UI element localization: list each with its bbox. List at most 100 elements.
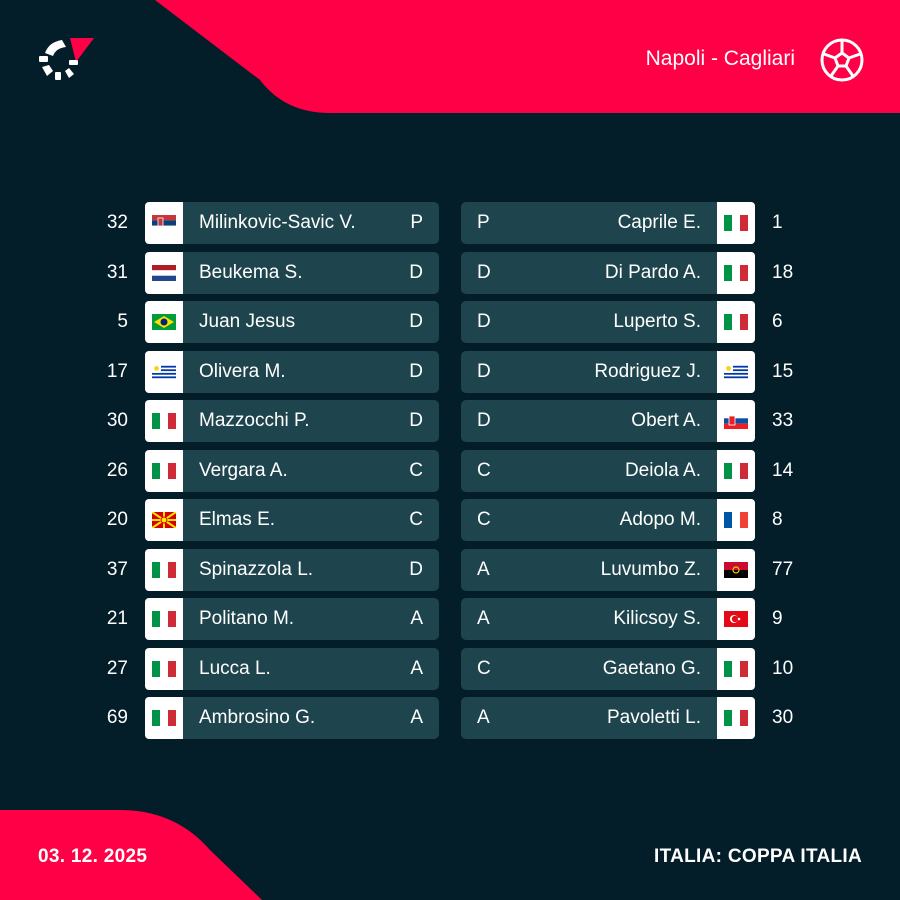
player-box: Juan Jesus D [183,301,439,343]
player-position: P [410,212,423,233]
flag-serbia-icon [152,215,176,231]
shirt-number: 33 [772,410,794,431]
shirt-number: 26 [106,459,128,481]
player-position: D [477,410,491,431]
player-position: A [410,707,423,728]
player-name: Spinazzola L. [199,558,314,580]
player-box: D Di Pardo A. [461,251,717,294]
shirt-number: 77 [772,558,794,580]
shirt-number: 10 [772,657,794,679]
player-position: D [477,261,491,283]
home-player-row[interactable]: 20 Elmas E. C [0,499,900,541]
flag-italy-icon [724,264,748,281]
flag-box [717,548,755,591]
flag-box [717,202,755,244]
flag-box [145,350,183,393]
home-player-row[interactable]: 27 Lucca L. A [0,647,900,690]
away-player-row[interactable]: 10 C Gaetano G. [0,647,900,690]
home-player-row[interactable]: 31 Beukema S. D [0,251,900,294]
player-box: Beukema S. D [183,251,439,294]
player-position: D [409,261,423,283]
player-name: Adopo M. [619,509,701,530]
flag-italy-icon [724,215,748,231]
away-player-row[interactable]: 6 D Luperto S. [0,301,900,343]
shirt-number: 15 [772,360,794,382]
flag-italy-icon [152,561,176,578]
player-name: Milinkovic-Savic V. [199,212,356,233]
shirt-number: 30 [772,707,794,728]
player-name: Olivera M. [199,360,286,382]
flag-uruguay-icon [724,363,748,380]
away-player-row[interactable]: 9 A Kilicsoy S. [0,598,900,640]
player-box: D Rodriguez J. [461,350,717,393]
player-name: Elmas E. [199,509,276,530]
flag-italy-icon [724,314,748,330]
away-player-row[interactable]: 8 C Adopo M. [0,499,900,541]
flag-box [145,647,183,690]
away-player-row[interactable]: 14 C Deiola A. [0,449,900,492]
flag-box [145,251,183,294]
home-player-row[interactable]: 5 Juan Jesus D [0,301,900,343]
footer-accent [0,810,262,900]
flag-box [145,697,183,739]
home-player-row[interactable]: 37 Spinazzola L. D [0,548,900,591]
home-player-row[interactable]: 30 Mazzocchi P. D [0,400,900,442]
player-name: Beukema S. [199,261,303,283]
player-name: Mazzocchi P. [199,410,310,431]
away-player-row[interactable]: 15 D Rodriguez J. [0,350,900,393]
player-position: D [477,360,491,382]
player-name: Pavoletti L. [607,707,701,728]
away-player-row[interactable]: 33 D Obert A. [0,400,900,442]
home-player-row[interactable]: 17 Olivera M. D [0,350,900,393]
away-player-row[interactable]: 77 A Luvumbo Z. [0,548,900,591]
player-box: P Caprile E. [461,202,717,244]
header-banner [155,0,900,113]
flag-italy-icon [724,462,748,479]
flag-italy-icon [724,660,748,677]
flag-netherlands-icon [152,264,176,281]
home-player-row[interactable]: 69 Ambrosino G. A [0,697,900,739]
shirt-number: 20 [106,509,128,530]
shirt-number: 8 [772,509,783,530]
home-player-row[interactable]: 32 Milinkovic-Savic V. P [0,202,900,244]
competition-name: ITALIA: COPPA ITALIA [654,846,862,867]
player-position: D [409,360,423,382]
player-name: Luperto S. [613,311,701,332]
flag-france-icon [724,512,748,528]
player-position: A [410,657,423,679]
away-player-row[interactable]: 18 D Di Pardo A. [0,251,900,294]
player-box: Ambrosino G. A [183,697,439,739]
flag-box [717,251,755,294]
player-position: D [477,311,491,332]
player-position: C [477,509,491,530]
flag-italy-icon [152,413,176,429]
shirt-number: 32 [106,212,128,233]
away-player-row[interactable]: 1 P Caprile E. [0,202,900,244]
flag-box [145,301,183,343]
logo-icon [39,38,94,80]
away-player-row[interactable]: 30 A Pavoletti L. [0,697,900,739]
player-box: C Gaetano G. [461,647,717,690]
player-name: Politano M. [199,608,295,629]
player-position: D [409,558,423,580]
player-box: C Deiola A. [461,449,717,492]
player-position: C [477,459,491,481]
player-name: Lucca L. [199,657,271,679]
flag-italy-icon [152,660,176,677]
shirt-number: 21 [106,608,128,629]
player-name: Juan Jesus [199,311,296,332]
shirt-number: 14 [772,459,794,481]
flag-uruguay-icon [152,363,176,380]
player-position: C [409,509,423,530]
flag-italy-icon [724,710,748,726]
shirt-number: 31 [106,261,128,283]
player-box: Mazzocchi P. D [183,400,439,442]
home-player-row[interactable]: 26 Vergara A. C [0,449,900,492]
shirt-number: 9 [772,608,783,629]
player-box: Vergara A. C [183,449,439,492]
flag-box [717,301,755,343]
home-player-row[interactable]: 21 Politano M. A [0,598,900,640]
player-position: C [409,459,423,481]
shirt-number: 18 [772,261,794,283]
shirt-number: 27 [106,657,128,679]
